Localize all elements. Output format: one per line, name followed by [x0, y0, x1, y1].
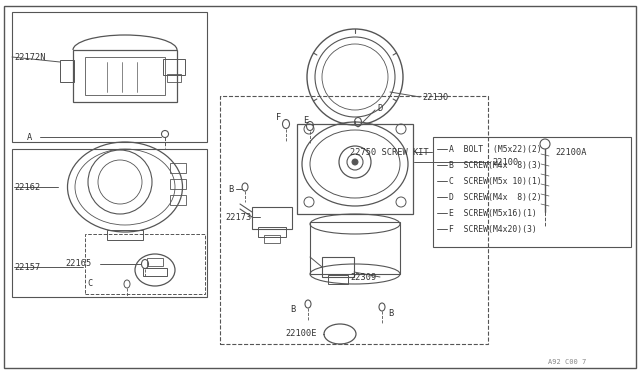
- Bar: [73, 50, 177, 102]
- Text: A: A: [27, 132, 32, 141]
- Text: 22172N: 22172N: [14, 52, 45, 61]
- Text: A92 C00 7: A92 C00 7: [548, 359, 586, 365]
- Text: 22100A: 22100A: [555, 148, 586, 157]
- Text: 22100: 22100: [492, 157, 518, 167]
- Bar: [258, 227, 286, 237]
- Circle shape: [352, 159, 358, 165]
- Text: E  SCREW(M5x16)(1): E SCREW(M5x16)(1): [449, 208, 537, 218]
- Bar: [147, 258, 163, 266]
- Text: B: B: [388, 308, 393, 317]
- Text: D: D: [377, 103, 382, 112]
- Text: 22130: 22130: [422, 93, 448, 102]
- Bar: [12, 149, 207, 297]
- Bar: [322, 257, 354, 277]
- Text: 22750 SCREW KIT: 22750 SCREW KIT: [350, 148, 429, 157]
- Text: C: C: [87, 279, 92, 289]
- Bar: [85, 234, 205, 294]
- Text: E: E: [303, 115, 308, 125]
- Bar: [328, 275, 348, 284]
- Bar: [143, 268, 167, 276]
- Bar: [310, 222, 400, 274]
- Bar: [107, 230, 143, 240]
- Text: 22162: 22162: [14, 183, 40, 192]
- Text: F: F: [276, 112, 281, 122]
- Bar: [12, 12, 207, 142]
- Bar: [220, 96, 488, 344]
- Bar: [167, 74, 181, 82]
- Text: C  SCREW(M5x 10)(1): C SCREW(M5x 10)(1): [449, 176, 541, 186]
- Bar: [170, 163, 186, 173]
- Text: 22173: 22173: [225, 212, 252, 221]
- Text: A  BOLT  (M5x22)(2): A BOLT (M5x22)(2): [449, 144, 541, 154]
- Bar: [433, 137, 631, 247]
- Bar: [170, 179, 186, 189]
- Text: D  SCREW(M4x  8)(2): D SCREW(M4x 8)(2): [449, 192, 541, 202]
- Text: 22157: 22157: [14, 263, 40, 272]
- Bar: [297, 124, 413, 214]
- Text: 22309: 22309: [350, 273, 376, 282]
- Text: B: B: [290, 305, 295, 314]
- Text: F  SCREW(M4x20)(3): F SCREW(M4x20)(3): [449, 224, 537, 234]
- Text: B: B: [228, 185, 233, 193]
- Bar: [60, 60, 74, 82]
- Text: 22100E: 22100E: [285, 330, 317, 339]
- Text: 22165: 22165: [65, 260, 92, 269]
- Bar: [85, 57, 165, 95]
- Bar: [252, 207, 292, 229]
- Text: B  SCREW(M4x  8)(3): B SCREW(M4x 8)(3): [449, 160, 541, 170]
- Bar: [170, 195, 186, 205]
- Bar: [264, 235, 280, 243]
- Bar: [163, 59, 185, 75]
